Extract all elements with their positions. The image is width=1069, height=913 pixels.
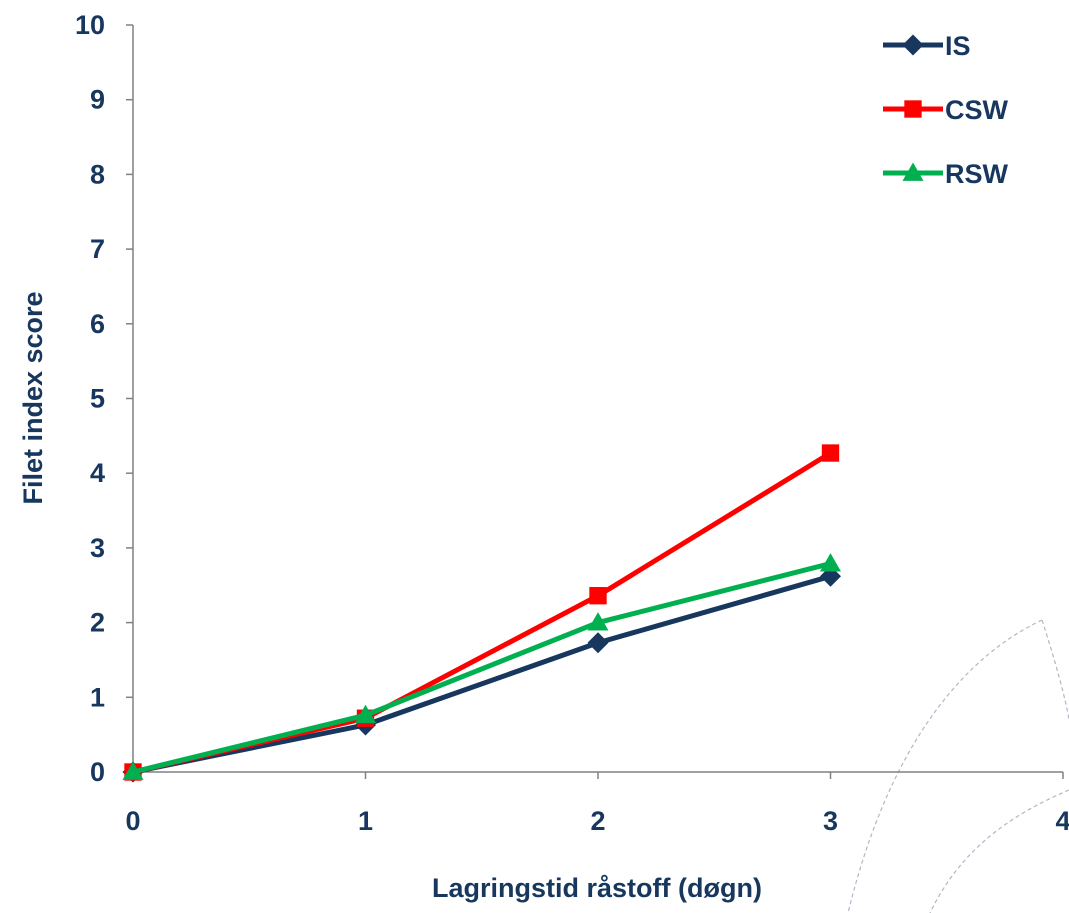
series-line-is <box>132 573 832 775</box>
decorative-arc-outer-right <box>1041 619 1069 721</box>
y-tick-label: 7 <box>90 234 105 264</box>
legend-item-is: IS <box>883 31 971 61</box>
axes: 0 1 2 3 4 5 6 7 8 9 10 0 1 2 3 4 <box>75 10 1069 836</box>
y-tick-label: 10 <box>75 10 105 40</box>
y-tick-label: 5 <box>90 384 105 414</box>
x-tick-label: 1 <box>358 806 373 836</box>
data-point-rsw <box>355 704 376 724</box>
decorative-arcs <box>847 619 1069 913</box>
series-rsw <box>122 553 841 780</box>
legend-label: IS <box>945 31 971 61</box>
data-point-rsw <box>820 553 841 572</box>
legend-marker <box>902 162 924 181</box>
y-tick-label: 3 <box>90 533 105 563</box>
legend-item-csw: CSW <box>883 95 1009 125</box>
series-layer <box>122 444 841 783</box>
y-tick-label: 1 <box>90 682 105 712</box>
y-tick-label: 6 <box>90 309 105 339</box>
x-tick-label: 4 <box>1055 806 1069 836</box>
data-point-rsw <box>122 761 144 780</box>
series-csw <box>124 444 840 781</box>
y-tick-label: 0 <box>90 757 105 787</box>
y-tick-label: 9 <box>90 85 105 115</box>
series-line-csw <box>132 450 832 775</box>
legend-label: RSW <box>945 159 1009 189</box>
x-tick-label: 2 <box>590 806 605 836</box>
legend-marker <box>902 34 924 56</box>
legend-label: CSW <box>945 95 1009 125</box>
y-tick-label: 2 <box>90 608 105 638</box>
data-point-is <box>587 632 609 654</box>
legend-item-rsw: RSW <box>883 159 1009 189</box>
x-axis-label: Lagringstid råstoff (døgn) <box>432 873 762 903</box>
series-line-rsw <box>132 561 832 775</box>
decorative-arc-inner <box>929 789 1069 913</box>
data-point-csw <box>821 444 840 462</box>
x-tick-label: 0 <box>125 806 140 836</box>
legend: IS CSW RSW <box>883 31 1009 189</box>
data-point-rsw <box>587 612 609 631</box>
x-tick-label: 3 <box>823 806 838 836</box>
y-tick-label: 4 <box>90 458 105 488</box>
legend-marker <box>904 100 922 118</box>
y-tick-label: 8 <box>90 159 105 189</box>
data-point-csw <box>589 587 607 605</box>
decorative-arc-outer <box>847 619 1043 913</box>
y-axis-label: Filet index score <box>18 291 48 504</box>
